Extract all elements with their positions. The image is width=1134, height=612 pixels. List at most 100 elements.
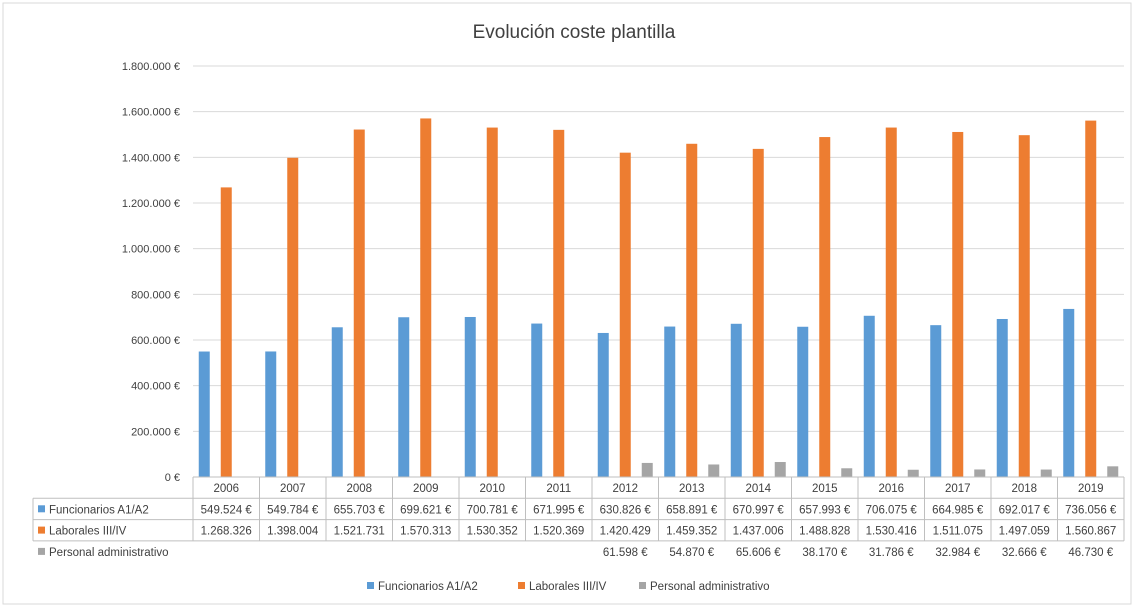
category-label: 2006 bbox=[213, 483, 239, 495]
series-name: Funcionarios A1/A2 bbox=[49, 504, 149, 516]
data-label: 1.268.326 bbox=[201, 526, 252, 538]
bar bbox=[486, 127, 498, 477]
bar bbox=[597, 332, 609, 477]
legend-label: Laborales III/IV bbox=[529, 581, 607, 593]
data-label: 1.530.352 bbox=[467, 526, 518, 538]
category-label: 2019 bbox=[1078, 483, 1104, 495]
series-key bbox=[38, 505, 45, 513]
bar bbox=[708, 464, 720, 477]
data-label: 699.621 € bbox=[400, 504, 452, 516]
data-label: 655.703 € bbox=[334, 504, 386, 516]
data-label: 671.995 € bbox=[533, 504, 585, 516]
bar bbox=[974, 469, 986, 477]
bar bbox=[265, 351, 277, 477]
bar bbox=[952, 131, 964, 478]
category-label: 2017 bbox=[945, 483, 971, 495]
y-tick-label: 1.600.000 € bbox=[122, 107, 180, 119]
category-label: 2011 bbox=[546, 483, 571, 495]
y-axis-ticks: 0 € 200.000 € 400.000 € 600.000 € 800.000 € 1… bbox=[122, 61, 180, 484]
legend: Funcionarios A1/A2 Laborales III/IV Person… bbox=[367, 581, 770, 593]
legend-swatch bbox=[639, 582, 646, 589]
bar bbox=[930, 325, 942, 477]
y-tick-label: 1.000.000 € bbox=[122, 244, 180, 256]
series-key bbox=[38, 526, 45, 534]
series-key bbox=[38, 547, 45, 555]
bar bbox=[420, 118, 432, 478]
bar bbox=[331, 327, 343, 477]
data-label: 1.437.006 bbox=[733, 526, 784, 538]
data-label: 46.730 € bbox=[1068, 547, 1113, 559]
data-label: 61.598 € bbox=[603, 547, 648, 559]
legend-swatch bbox=[367, 582, 374, 589]
data-label: 1.560.867 bbox=[1065, 526, 1116, 538]
legend-label: Funcionarios A1/A2 bbox=[378, 581, 478, 593]
bar bbox=[797, 326, 809, 477]
data-label: 1.530.416 bbox=[866, 526, 917, 538]
bar bbox=[641, 462, 653, 477]
data-label: 664.985 € bbox=[932, 504, 984, 516]
category-label: 2018 bbox=[1011, 483, 1037, 495]
category-label: 2007 bbox=[280, 483, 306, 495]
data-label: 65.606 € bbox=[736, 547, 781, 559]
bar bbox=[686, 143, 698, 477]
series-name: Personal administrativo bbox=[49, 547, 169, 559]
data-label: 1.497.059 bbox=[999, 526, 1050, 538]
y-tick-label: 0 € bbox=[165, 472, 180, 484]
bar bbox=[1018, 135, 1030, 478]
bar bbox=[841, 468, 853, 477]
data-label: 54.870 € bbox=[669, 547, 714, 559]
bar bbox=[1040, 469, 1052, 477]
series-name: Laborales III/IV bbox=[49, 526, 127, 538]
data-label: 1.521.731 bbox=[334, 526, 385, 538]
data-label: 1.398.004 bbox=[267, 526, 319, 538]
bar bbox=[398, 317, 410, 477]
data-label: 706.075 € bbox=[866, 504, 918, 516]
bar bbox=[287, 157, 299, 477]
category-label: 2010 bbox=[479, 483, 505, 495]
bar bbox=[198, 351, 210, 477]
bar bbox=[1085, 120, 1097, 477]
y-tick-label: 1.800.000 € bbox=[122, 61, 180, 73]
y-tick-label: 600.000 € bbox=[131, 335, 180, 347]
bar bbox=[664, 326, 676, 477]
data-label: 32.666 € bbox=[1002, 547, 1047, 559]
bar bbox=[553, 129, 565, 478]
data-label: 1.488.828 bbox=[799, 526, 850, 538]
category-label: 2012 bbox=[612, 483, 638, 495]
bar bbox=[220, 187, 232, 477]
data-label: 1.520.369 bbox=[533, 526, 584, 538]
data-table: 2006 2007 2008 2009 2010 2011 2012 2013 2014 2015… bbox=[32, 476, 1125, 559]
bar bbox=[996, 318, 1008, 477]
category-label: 2008 bbox=[346, 483, 372, 495]
category-label: 2013 bbox=[679, 483, 705, 495]
y-tick-label: 1.400.000 € bbox=[122, 152, 180, 164]
y-tick-label: 1.200.000 € bbox=[122, 198, 180, 210]
data-label: 657.993 € bbox=[799, 504, 851, 516]
chart-title: Evolución coste plantilla bbox=[473, 22, 676, 43]
data-label: 549.524 € bbox=[201, 504, 253, 516]
legend-label: Personal administrativo bbox=[650, 581, 770, 593]
bar bbox=[353, 129, 365, 477]
data-label: 700.781 € bbox=[467, 504, 519, 516]
bar bbox=[730, 323, 742, 477]
bar bbox=[752, 148, 764, 477]
bar bbox=[531, 323, 543, 477]
data-label: 630.826 € bbox=[600, 504, 652, 516]
bar bbox=[1107, 466, 1119, 477]
bar bbox=[819, 137, 831, 477]
data-label: 1.420.429 bbox=[600, 526, 651, 538]
data-label: 32.984 € bbox=[935, 547, 980, 559]
data-label: 736.056 € bbox=[1065, 504, 1117, 516]
y-tick-label: 200.000 € bbox=[131, 426, 180, 438]
y-tick-label: 400.000 € bbox=[131, 381, 180, 393]
category-label: 2014 bbox=[745, 483, 771, 495]
category-label: 2016 bbox=[878, 483, 904, 495]
bar bbox=[907, 469, 919, 477]
category-label: 2015 bbox=[812, 483, 838, 495]
bar bbox=[464, 316, 476, 477]
data-label: 658.891 € bbox=[666, 504, 718, 516]
data-label: 692.017 € bbox=[999, 504, 1051, 516]
